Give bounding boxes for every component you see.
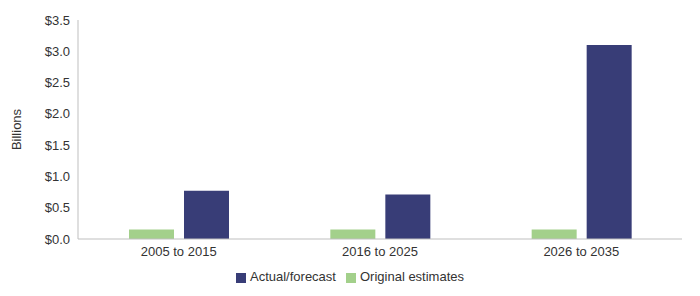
svg-text:Billions: Billions (9, 108, 24, 150)
svg-text:$0.0: $0.0 (45, 232, 70, 247)
svg-text:$3.0: $3.0 (45, 44, 70, 59)
svg-text:2016 to 2025: 2016 to 2025 (342, 244, 418, 259)
svg-text:$1.0: $1.0 (45, 169, 70, 184)
svg-text:$0.5: $0.5 (45, 200, 70, 215)
svg-text:$2.5: $2.5 (45, 75, 70, 90)
svg-text:2005 to 2015: 2005 to 2015 (141, 244, 217, 259)
svg-text:$2.0: $2.0 (45, 106, 70, 121)
html-text:Original estimates: Original estimates (360, 269, 464, 284)
html-text:Actual/forecast: Actual/forecast (250, 269, 336, 284)
svg-text:2026 to 2035: 2026 to 2035 (543, 244, 619, 259)
svg-text:$3.5: $3.5 (45, 13, 70, 28)
svg-text:$1.5: $1.5 (45, 138, 70, 153)
